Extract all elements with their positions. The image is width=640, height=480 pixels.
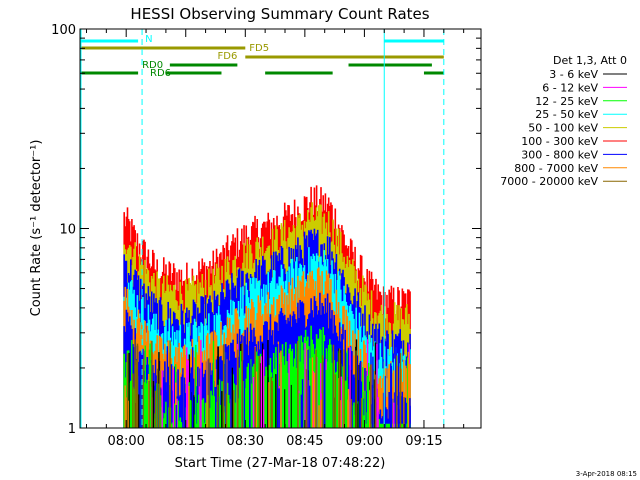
footer-timestamp: 3-Apr-2018 08:15 [576, 470, 637, 478]
x-tick-label: 08:00 [107, 434, 144, 449]
legend-label: 300 - 800 keV [521, 148, 598, 161]
mode-bar-label: N [145, 34, 152, 45]
mode-bar-label: FD5 [249, 43, 269, 54]
x-axis: 08:00 08:15 08:30 08:45 09:00 09:15 [85, 29, 465, 449]
y-tick-label: 1 [68, 422, 76, 437]
x-tick-label: 09:15 [405, 434, 442, 449]
y-tick-label: 10 [59, 223, 76, 238]
legend-label: 50 - 100 keV [528, 122, 598, 135]
x-tick-label: 09:00 [346, 434, 383, 449]
legend-title: Det 1,3, Att 0 [553, 54, 627, 67]
legend-label: 100 - 300 keV [521, 135, 598, 148]
x-tick-label: 08:30 [227, 434, 264, 449]
plot-area [123, 185, 411, 428]
y-axis-label: Count Rate (s⁻¹ detector⁻¹) [29, 140, 44, 317]
x-tick-label: 08:45 [286, 434, 323, 449]
mode-bar-label: RD6 [150, 68, 171, 79]
y-tick-label: 100 [51, 23, 76, 38]
legend-label: 800 - 7000 keV [514, 162, 598, 175]
legend-label: 6 - 12 keV [542, 81, 598, 94]
mode-bar-label: FD6 [218, 51, 238, 62]
legend-label: 12 - 25 keV [535, 95, 598, 108]
mode-bar-label: RD0 [142, 60, 163, 71]
x-tick-label: 08:15 [167, 434, 204, 449]
legend-label: 3 - 6 keV [549, 68, 598, 81]
legend-label: 25 - 50 keV [535, 108, 598, 121]
y-axis: 1 10 100 [51, 23, 481, 437]
chart-title: HESSI Observing Summary Count Rates [130, 5, 429, 23]
legend-label: 7000 - 20000 keV [500, 175, 598, 188]
x-axis-label: Start Time (27-Mar-18 07:48:22) [175, 456, 386, 471]
